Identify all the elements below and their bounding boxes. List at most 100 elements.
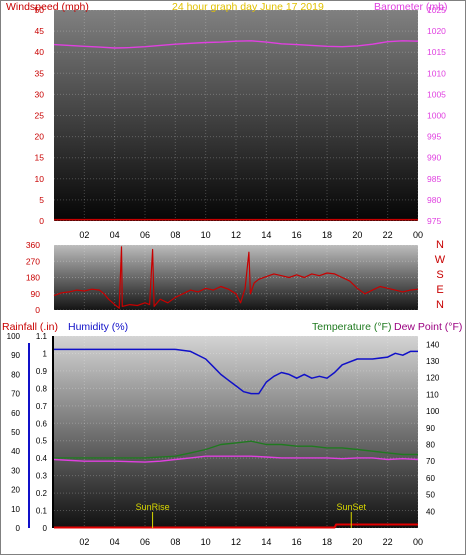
- x-tick-label: 20: [352, 230, 362, 240]
- wind-tick-label: 20: [35, 132, 45, 142]
- wind-tick-label: 0: [39, 216, 44, 226]
- rain-tick-label: 0.9: [36, 367, 48, 376]
- x-tick-label: 20: [352, 537, 362, 547]
- x-tick-label: 22: [383, 230, 393, 240]
- humidity-tick-label: 0: [16, 524, 21, 533]
- series: [53, 40, 419, 529]
- compass-label: N: [436, 239, 444, 251]
- humidity-label: Humidity (%): [68, 321, 128, 333]
- x-tick-label: 08: [170, 230, 180, 240]
- x-tick-label: 12: [231, 230, 241, 240]
- temp-tick-label: 40: [426, 507, 435, 516]
- humidity-tick-label: 80: [11, 370, 20, 379]
- humidity-tick-label: 90: [11, 351, 20, 360]
- temp-tick-label: 130: [426, 357, 440, 366]
- sun-events: SunRise SunSet: [136, 502, 367, 528]
- direction-tick-label: 360: [26, 240, 40, 250]
- barometer-label: Barometer (mb): [374, 1, 448, 13]
- baro-tick-label: 1015: [427, 47, 446, 57]
- rain-tick-label: 0.2: [36, 489, 48, 498]
- humidity-tick-label: 40: [11, 447, 20, 456]
- compass-label: W: [435, 254, 446, 266]
- direction-tick-label: 180: [26, 273, 40, 283]
- baro-tick-label: 975: [427, 216, 441, 226]
- x-tick-label: 04: [110, 230, 120, 240]
- rain-tick-label: 1.1: [36, 332, 48, 341]
- humidity-tick-label: 60: [11, 409, 20, 418]
- temp-tick-label: 60: [426, 474, 435, 483]
- baro-tick-label: 985: [427, 174, 441, 184]
- rain-tick-label: 1: [43, 349, 48, 358]
- rain-tick-label: 0.3: [36, 472, 48, 481]
- rainfall-label: Rainfall (.in): [2, 321, 58, 333]
- rain-tick-label: 0.6: [36, 419, 48, 428]
- direction-tick-label: 270: [26, 256, 40, 266]
- barometer-series: [53, 40, 419, 49]
- temp-tick-label: 110: [426, 390, 439, 399]
- wind-tick-label: 40: [35, 47, 45, 57]
- temperature-label: Temperature (°F): [312, 321, 391, 333]
- direction-tick-label: 0: [35, 305, 40, 315]
- wind-direction-series: [53, 246, 419, 309]
- humidity-tick-label: 70: [11, 390, 20, 399]
- compass-label: N: [436, 299, 444, 311]
- humidity-tick-label: 10: [11, 505, 20, 514]
- temp-tick-label: 80: [426, 441, 435, 450]
- x-tick-label: 00: [413, 230, 423, 240]
- temp-tick-label: 50: [426, 491, 435, 500]
- x-tick-label: 04: [110, 537, 120, 547]
- wind-tick-label: 25: [35, 111, 45, 121]
- sun-event-label: SunSet: [337, 502, 367, 512]
- x-tick-label: 06: [140, 537, 150, 547]
- baro-tick-label: 1000: [427, 111, 446, 121]
- direction-tick-label: 90: [31, 289, 41, 299]
- wind-tick-label: 50: [35, 5, 45, 15]
- baro-tick-label: 990: [427, 153, 441, 163]
- x-tick-label: 08: [170, 537, 180, 547]
- x-tick-label: 18: [322, 537, 332, 547]
- gridlines: [54, 9, 419, 529]
- rain-tick-label: 0.7: [36, 402, 48, 411]
- compass-label: S: [436, 269, 443, 281]
- x-tick-label: 10: [201, 230, 211, 240]
- x-tick-label: 00: [413, 537, 423, 547]
- graph-title: 24 hour graph day June 17 2019: [172, 1, 324, 13]
- baro-tick-label: 995: [427, 132, 441, 142]
- humidity-series: [54, 348, 418, 395]
- panel1-background: [54, 10, 418, 221]
- baro-tick-label: 980: [427, 195, 441, 205]
- x-tick-label: 22: [383, 537, 393, 547]
- humidity-tick-label: 50: [11, 428, 20, 437]
- dewpoint-label: Dew Point (°F): [394, 321, 462, 333]
- baro-tick-label: 1005: [427, 89, 446, 99]
- dewpoint-series: [53, 455, 419, 463]
- compass-label: E: [436, 284, 443, 296]
- x-tick-label: 06: [140, 230, 150, 240]
- humidity-tick-label: 30: [11, 466, 20, 475]
- x-tick-label: 12: [231, 537, 241, 547]
- rain-tick-label: 0: [43, 524, 48, 533]
- baro-tick-label: 1020: [427, 26, 446, 36]
- x-tick-label: 16: [292, 230, 302, 240]
- x-tick-label: 16: [292, 537, 302, 547]
- x-tick-label: 18: [322, 230, 332, 240]
- humidity-tick-label: 100: [7, 332, 21, 341]
- x-tick-label: 02: [79, 537, 89, 547]
- rainfall-axis-bar: [28, 343, 30, 528]
- baro-tick-label: 1010: [427, 68, 446, 78]
- rain-tick-label: 0.4: [36, 454, 48, 463]
- temp-tick-label: 140: [426, 340, 440, 349]
- rainfall-series: [54, 523, 418, 529]
- wind-tick-label: 45: [35, 26, 45, 36]
- wind-tick-label: 30: [35, 89, 45, 99]
- x-tick-label: 14: [261, 537, 271, 547]
- wind-tick-label: 5: [39, 195, 44, 205]
- humidity-tick-label: 20: [11, 486, 20, 495]
- temperature-series: [54, 440, 418, 459]
- panel3-background: [54, 336, 418, 528]
- panel3-left-border: [52, 336, 54, 528]
- rain-tick-label: 0.1: [36, 507, 48, 516]
